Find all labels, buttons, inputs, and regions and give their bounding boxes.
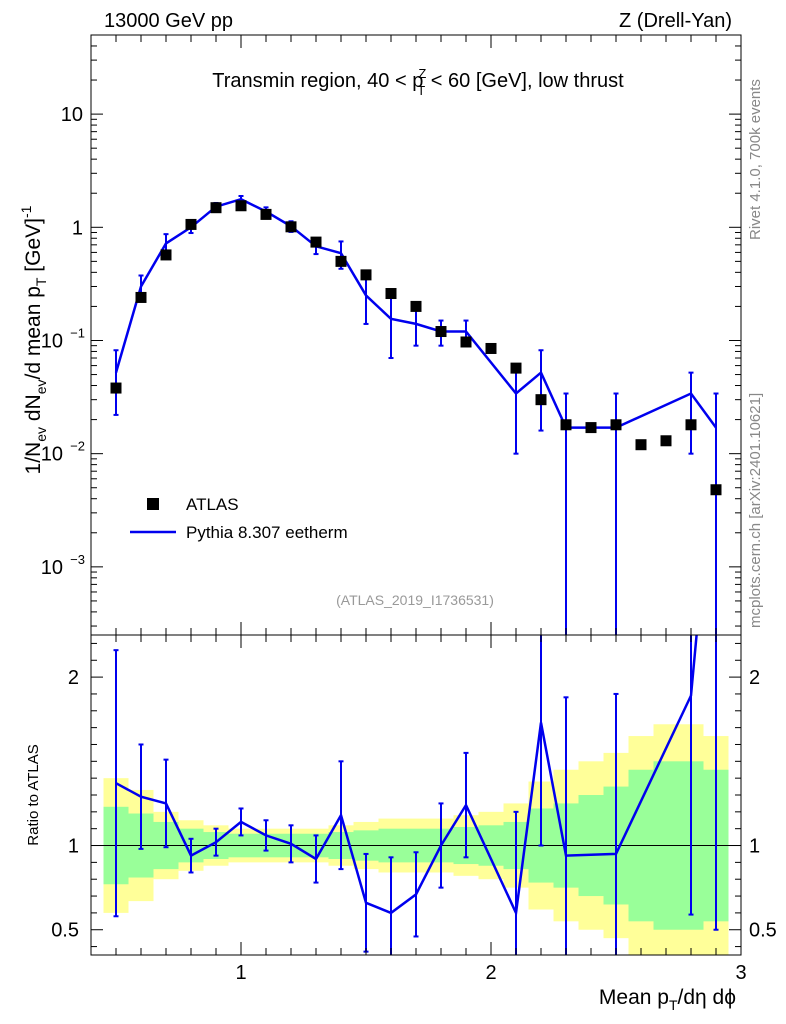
main-y-axis-label: 1/Nev dNev/d mean pT [GeV]-1	[18, 205, 49, 474]
atlas-data-point	[560, 419, 572, 431]
atlas-data-point	[485, 342, 497, 354]
atlas-data-point	[285, 221, 297, 233]
atlas-data-point	[710, 484, 722, 496]
atlas-data-point	[635, 439, 647, 451]
svg-text:1/Nev dNev/d mean pT [GeV]-1: 1/Nev dNev/d mean pT [GeV]-1	[18, 205, 49, 474]
atlas-data-point	[685, 419, 697, 431]
legend-atlas-marker	[147, 498, 159, 510]
atlas-data-point	[535, 394, 547, 406]
atlas-data-point	[585, 422, 597, 434]
atlas-data-point	[510, 362, 522, 374]
ratio-y-tick-label-right: 1	[749, 836, 760, 858]
main-y-tick-label: 10	[61, 104, 83, 126]
beam-energy-label: 13000 GeV pp	[104, 10, 233, 32]
main-y-tick-exponent: −1	[70, 325, 85, 340]
main-y-axis: 10 −3 10 −2 10 −1 1 10	[41, 34, 741, 627]
main-y-tick-label: 10	[41, 557, 63, 579]
legend-atlas-label: ATLAS	[186, 495, 239, 514]
main-y-tick-exponent: −3	[70, 552, 85, 567]
ratio-y-tick-label-right: 2	[749, 667, 760, 689]
atlas-data-point	[410, 300, 422, 312]
legend-pythia-label: Pythia 8.307 eetherm	[186, 523, 348, 542]
atlas-data-point	[435, 326, 447, 338]
atlas-data-point	[260, 208, 272, 220]
ratio-y-tick-label: 0.5	[51, 920, 79, 942]
ratio-y-tick-label-right: 0.5	[749, 920, 777, 942]
ratio-x-tick-label: 2	[485, 962, 496, 984]
main-y-tick-label: 10	[41, 444, 63, 466]
ratio-y-axis: 0.5 0.5 1 1 2 2	[51, 642, 777, 948]
ratio-x-axis: 1 2 3	[115, 635, 747, 984]
chart-title: Transmin region, 40 < pZ T < 60 [GeV], lo…	[212, 66, 624, 98]
ratio-y-tick-label: 1	[68, 836, 79, 858]
main-y-tick-label: 10	[41, 330, 63, 352]
atlas-data-point	[135, 291, 147, 303]
ratio-panel: 0.5 0.5 1 1 2 2 1 2 3 Ratio to ATLAS Mean pT/dη…	[25, 634, 777, 1013]
ratio-y-axis-label: Ratio to ATLAS	[25, 744, 42, 845]
atlas-data-point	[610, 419, 622, 431]
process-label: Z (Drell-Yan)	[619, 10, 732, 32]
atlas-data-point	[335, 255, 347, 267]
analysis-id-label: (ATLAS_2019_I1736531)	[336, 592, 494, 608]
atlas-data-point	[660, 435, 672, 447]
atlas-data-point	[310, 236, 322, 248]
ratio-plot-area	[91, 635, 741, 955]
main-panel: 10 −3 10 −2 10 −1 1 10 Transmin region, 40 < pZ…	[18, 34, 742, 636]
main-plot-area	[110, 195, 722, 635]
main-y-tick-exponent: −2	[70, 439, 85, 454]
mcplots-label: mcplots.cern.ch [arXiv:2401.10621]	[747, 393, 764, 628]
atlas-data-point	[160, 249, 172, 261]
atlas-data-point	[110, 382, 122, 394]
rivet-info-label: Rivet 4.1.0, 700k events	[747, 79, 764, 240]
atlas-data-point	[185, 218, 197, 230]
atlas-data-point	[385, 288, 397, 300]
x-axis-label: Mean pT/dη dϕ	[599, 986, 736, 1013]
ratio-x-tick-label: 1	[235, 962, 246, 984]
ratio-y-tick-label: 2	[68, 667, 79, 689]
main-x-axis	[115, 35, 742, 635]
main-y-tick-label: 1	[72, 217, 83, 239]
legend: ATLAS Pythia 8.307 eetherm	[130, 495, 348, 542]
atlas-data-point	[235, 200, 247, 212]
atlas-data-point	[460, 336, 472, 348]
ratio-x-tick-label: 3	[735, 962, 746, 984]
atlas-data-point	[360, 269, 372, 281]
atlas-data-point	[210, 202, 222, 214]
